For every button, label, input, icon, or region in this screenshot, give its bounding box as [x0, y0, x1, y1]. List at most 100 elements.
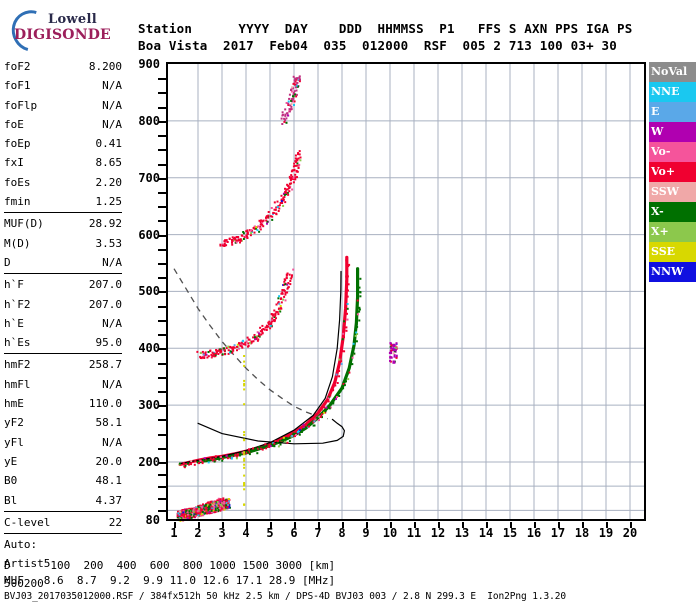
- series-h-f-model-curve-black-solid-: [180, 270, 342, 464]
- param-key: MUF(D): [4, 217, 44, 231]
- legend-item-vo-[interactable]: Vo-: [649, 142, 696, 162]
- footer-distance-row: D 100 200 400 600 800 1000 1500 3000 [km…: [4, 559, 336, 572]
- x-tick-label: 8: [338, 526, 346, 540]
- param-row: h`E N/A: [4, 314, 122, 333]
- param-key: foEp: [4, 137, 31, 151]
- param-row: h`F 207.0: [4, 275, 122, 294]
- param-value: N/A: [102, 79, 122, 93]
- y-tick-label: 700: [138, 170, 160, 185]
- param-key: hmE: [4, 397, 24, 411]
- x-axis-tick: [270, 522, 272, 528]
- legend-item-ssw[interactable]: SSW: [649, 182, 696, 202]
- param-row: yE 20.0: [4, 452, 122, 471]
- param-value: 28.92: [88, 217, 122, 231]
- y-axis-minor-tick: [158, 498, 166, 501]
- legend-item-noval[interactable]: NoVal: [649, 62, 696, 82]
- y-axis-minor-tick: [158, 474, 166, 477]
- param-row: h`Es 95.0: [4, 333, 122, 352]
- ionogram-canvas[interactable]: [166, 62, 647, 522]
- plot-series[interactable]: [173, 255, 360, 466]
- station-header-labels: Station YYYY DAY DDD HHMMSS P1 FFS S AXN…: [138, 21, 633, 36]
- y-axis-minor-tick: [158, 92, 166, 95]
- param-value: 48.1: [95, 474, 123, 488]
- param-auto-line: 500200: [4, 576, 44, 590]
- legend-item-x-[interactable]: X-: [649, 202, 696, 222]
- param-key: foFlp: [4, 98, 38, 112]
- x-axis-tick: [198, 522, 200, 528]
- y-axis-minor-tick: [158, 191, 166, 194]
- legend-item-sse[interactable]: SSE: [649, 242, 696, 262]
- series-f-region-ordinary-trace-vo-: [178, 255, 349, 466]
- param-row: B0 48.1: [4, 471, 122, 490]
- legend-item-vo-[interactable]: Vo+: [649, 162, 696, 182]
- y-tick-label: 800: [138, 113, 160, 128]
- x-axis-tick: [390, 522, 392, 528]
- x-tick-label: 13: [454, 526, 470, 540]
- legend-item-x-[interactable]: X+: [649, 222, 696, 242]
- param-value: 3.53: [95, 236, 123, 250]
- y-axis-minor-tick: [158, 486, 166, 489]
- x-tick-label: 4: [242, 526, 250, 540]
- param-key: fmin: [4, 195, 31, 209]
- x-tick-label: 2: [194, 526, 202, 540]
- y-axis-minor-tick: [158, 510, 166, 513]
- param-value: 95.0: [95, 336, 123, 350]
- y-tick-label: 80: [145, 513, 160, 527]
- legend-item-nnw[interactable]: NNW: [649, 262, 696, 282]
- param-row: hmF2 258.7: [4, 355, 122, 374]
- y-axis-minor-tick: [158, 334, 166, 337]
- y-axis-minor-tick: [158, 362, 166, 365]
- x-tick-label: 20: [622, 526, 638, 540]
- y-axis-minor-tick: [158, 263, 166, 265]
- x-tick-label: 16: [526, 526, 542, 540]
- ionogram-parameter-table: foF2 8.200 foF1 N/A foFlp N/A foE N/A foEp 0.41 fx…: [4, 57, 122, 593]
- param-value: N/A: [102, 316, 122, 330]
- legend-item-e[interactable]: E: [649, 102, 696, 122]
- param-key: h`F2: [4, 297, 31, 311]
- plot-frame: [166, 62, 646, 521]
- param-key: yF2: [4, 416, 24, 430]
- param-key: h`Es: [4, 336, 31, 350]
- param-group-auto: Auto: Artist5 500200: [4, 535, 122, 593]
- y-tick-label: 400: [138, 341, 160, 356]
- param-row: foEp 0.41: [4, 134, 122, 153]
- param-row: D N/A: [4, 253, 122, 272]
- y-axis-minor-tick: [158, 277, 166, 280]
- param-value: 4.37: [95, 493, 123, 507]
- param-key: foEs: [4, 175, 31, 189]
- param-row: M(D) 3.53: [4, 234, 122, 253]
- y-axis-minor-tick: [158, 447, 166, 450]
- param-value: 0.41: [95, 137, 123, 151]
- y-tick-label: 500: [138, 284, 160, 299]
- x-axis-tick: [558, 522, 560, 528]
- param-value: N/A: [102, 98, 122, 112]
- param-row: Bl 4.37: [4, 491, 122, 510]
- x-axis-tick: [606, 522, 608, 528]
- x-axis-tick: [534, 522, 536, 528]
- x-axis-tick: [462, 522, 464, 528]
- param-row: MUF(D) 28.92: [4, 214, 122, 233]
- param-row: foF2 8.200: [4, 57, 122, 76]
- legend-item-w[interactable]: W: [649, 122, 696, 142]
- param-group-muf: MUF(D) 28.92 M(D) 3.53 D N/A: [4, 214, 122, 272]
- y-axis-minor-tick: [158, 120, 166, 123]
- legend-item-nne[interactable]: NNE: [649, 82, 696, 102]
- param-key: yE: [4, 454, 18, 468]
- ionogram-plot[interactable]: [166, 62, 647, 522]
- param-key: hmF2: [4, 358, 31, 372]
- param-key: C-level: [4, 515, 51, 529]
- station-header-values: Boa Vista 2017 Feb04 035 012000 RSF 005 …: [138, 38, 617, 53]
- param-divider: [4, 533, 122, 535]
- x-axis-tick: [630, 522, 632, 528]
- x-tick-label: 6: [290, 526, 298, 540]
- x-tick-label: 14: [478, 526, 494, 540]
- y-axis-minor-tick: [158, 206, 166, 209]
- param-row: hmE 110.0: [4, 394, 122, 413]
- y-axis-minor-tick: [158, 319, 166, 322]
- x-tick-label: 19: [598, 526, 614, 540]
- param-key: Bl: [4, 493, 18, 507]
- param-row: C-level 22: [4, 513, 122, 532]
- y-axis-minor-tick: [158, 348, 166, 351]
- param-auto-line: Auto:: [4, 538, 38, 552]
- x-tick-label: 18: [574, 526, 590, 540]
